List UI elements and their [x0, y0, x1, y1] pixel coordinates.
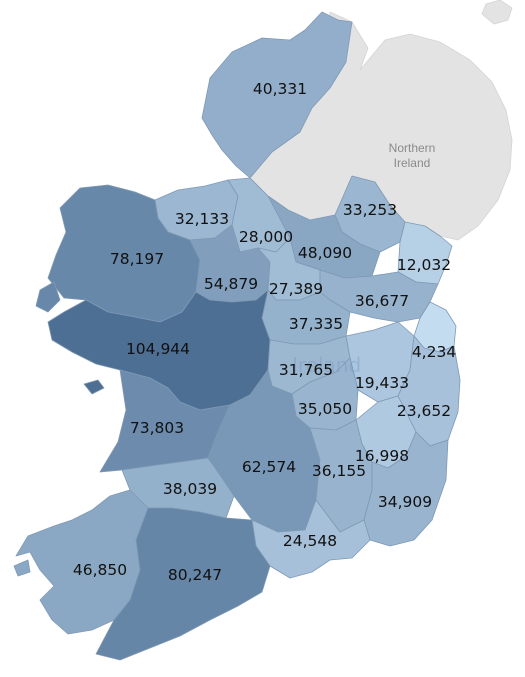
value-limerick: 38,039	[163, 480, 217, 498]
island-aran	[83, 379, 105, 395]
county-wicklow[interactable]	[397, 335, 461, 447]
value-offaly: 31,765	[279, 361, 333, 379]
value-waterford: 24,548	[283, 532, 337, 550]
value-galway: 104,944	[126, 340, 190, 358]
value-wicklow: 23,652	[397, 402, 451, 420]
county-louth[interactable]	[397, 221, 453, 285]
value-meath: 36,677	[355, 292, 409, 310]
value-longford: 27,389	[269, 280, 323, 298]
value-tipperary: 62,574	[242, 458, 296, 476]
value-cavan: 48,090	[298, 244, 352, 262]
value-westmeath: 37,335	[289, 315, 343, 333]
county-waterford[interactable]	[251, 499, 371, 579]
northern-ireland-label-line2: Ireland	[394, 156, 431, 170]
value-kildare: 19,433	[355, 374, 409, 392]
value-kilkenny: 36,155	[312, 462, 366, 480]
island-valentia	[13, 559, 31, 577]
northern-ireland-label-line1: Northern	[389, 141, 436, 155]
value-kerry: 46,850	[73, 561, 127, 579]
value-monaghan: 33,253	[343, 201, 397, 219]
value-dublin: 4,234	[412, 343, 456, 361]
value-mayo: 78,197	[110, 250, 164, 268]
value-donegal: 40,331	[253, 80, 307, 98]
island-achill	[35, 281, 61, 313]
country-label-ireland: Ireland	[292, 353, 361, 377]
county-cork[interactable]	[95, 507, 271, 661]
value-wexford: 34,909	[378, 493, 432, 511]
value-leitrim: 28,000	[239, 228, 293, 246]
value-clare: 73,803	[130, 419, 184, 437]
value-laois: 35,050	[298, 400, 352, 418]
county-donegal[interactable]	[201, 11, 353, 179]
value-cork: 80,247	[168, 566, 222, 584]
value-louth: 12,032	[397, 256, 451, 274]
value-sligo: 32,133	[175, 210, 229, 228]
northern-ireland-strangford	[481, 0, 513, 25]
value-roscommon: 54,879	[204, 275, 258, 293]
value-carlow: 16,998	[355, 447, 409, 465]
